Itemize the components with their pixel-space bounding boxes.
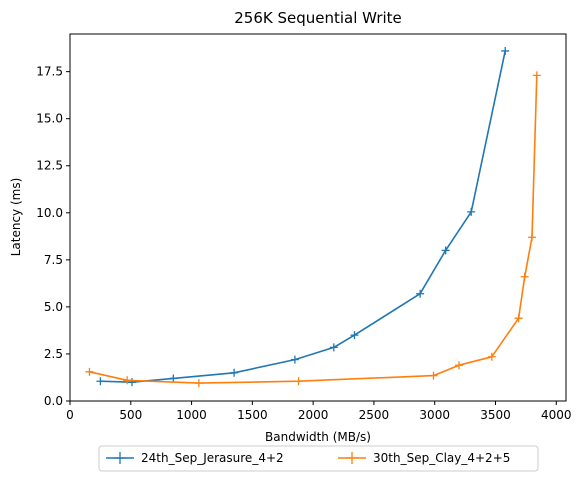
data-point — [350, 331, 359, 340]
data-point — [455, 361, 464, 370]
series-0 — [96, 46, 510, 387]
data-point — [514, 314, 523, 323]
y-tick-label: 15.0 — [36, 112, 63, 126]
data-point — [520, 272, 529, 281]
plot-frame — [69, 33, 567, 402]
x-tick-label: 0 — [66, 408, 74, 422]
x-tick-label: 2500 — [359, 408, 390, 422]
y-tick-label: 17.5 — [36, 65, 63, 79]
legend-label-jerasure: 24th_Sep_Jerasure_4+2 — [141, 451, 284, 465]
y-tick-label: 12.5 — [36, 159, 63, 173]
x-tick-label: 2000 — [298, 408, 329, 422]
x-tick-label: 3500 — [480, 408, 511, 422]
data-point — [194, 379, 203, 388]
x-tick-label: 500 — [119, 408, 142, 422]
data-point — [169, 374, 178, 383]
series-line — [89, 75, 538, 384]
y-tick-label: 10.0 — [36, 206, 63, 220]
y-tick-label: 0.0 — [44, 394, 63, 408]
data-point — [527, 233, 536, 242]
data-point — [329, 343, 338, 352]
data-point — [441, 246, 450, 255]
data-point — [85, 367, 94, 376]
legend-entry-clay: 30th_Sep_Clay_4+2+5 — [338, 451, 510, 465]
x-axis: 0 500 1000 1500 2000 2500 3000 3500 4000 — [66, 401, 572, 422]
series-line — [100, 50, 506, 384]
x-tick-label: 1000 — [176, 408, 207, 422]
y-axis: 0.0 2.5 5.0 7.5 10.0 12.5 15.0 17.5 — [36, 65, 70, 408]
legend: 24th_Sep_Jerasure_4+2 30th_Sep_Clay_4+2+… — [98, 445, 539, 472]
data-point — [96, 377, 105, 386]
data-point — [467, 207, 476, 216]
legend-marker-jerasure — [114, 452, 126, 464]
legend-box — [98, 445, 539, 472]
series-1 — [85, 71, 541, 388]
data-point — [128, 378, 136, 387]
series-layer — [85, 46, 541, 388]
chart-title: 256K Sequential Write — [234, 9, 402, 27]
data-point — [290, 355, 299, 364]
data-point — [230, 368, 239, 377]
x-tick-label: 3000 — [419, 408, 450, 422]
x-tick-label: 1500 — [237, 408, 268, 422]
data-point — [532, 71, 541, 80]
y-tick-label: 7.5 — [44, 253, 63, 267]
data-point — [429, 371, 438, 380]
data-point — [501, 46, 510, 55]
y-axis-label: Latency (ms) — [9, 178, 23, 257]
legend-marker-clay — [346, 452, 358, 464]
data-point — [487, 352, 496, 361]
data-point — [416, 289, 425, 298]
legend-label-clay: 30th_Sep_Clay_4+2+5 — [373, 451, 510, 465]
plot-area — [69, 33, 567, 402]
legend-entry-jerasure: 24th_Sep_Jerasure_4+2 — [106, 451, 284, 465]
data-point — [294, 377, 303, 386]
y-tick-label: 2.5 — [44, 347, 63, 361]
x-axis-label: Bandwidth (MB/s) — [265, 430, 371, 444]
y-tick-label: 5.0 — [44, 300, 63, 314]
data-point — [123, 376, 132, 385]
x-tick-label: 4000 — [541, 408, 572, 422]
